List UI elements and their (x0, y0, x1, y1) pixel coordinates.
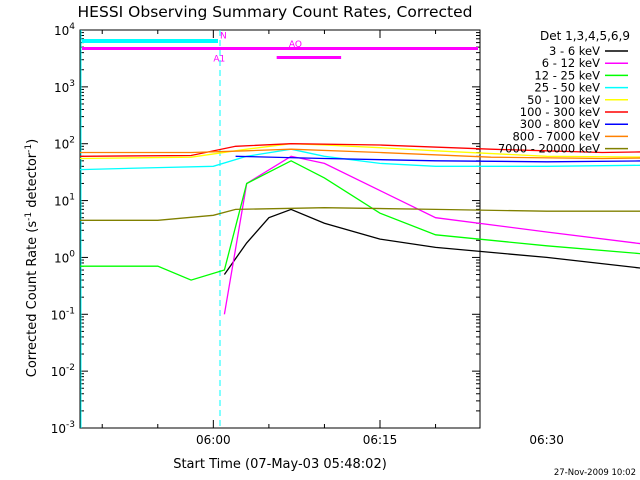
y-tick-label: 10-2 (51, 363, 75, 379)
series-line-4 (79, 148, 640, 171)
legend-title: Det 1,3,4,5,6,9 (540, 29, 630, 43)
legend-entry-label: 25 - 50 keV (534, 81, 600, 95)
plot-frame (79, 29, 481, 429)
legend-entry-label: 50 - 100 keV (527, 93, 600, 107)
series-line-2 (223, 155, 640, 315)
annotation-label: AQ (289, 40, 302, 50)
legend-entry-label: 800 - 7000 keV (512, 129, 600, 143)
series-line-6 (79, 143, 640, 157)
date-stamp: 27-Nov-2009 10:02 (554, 468, 636, 478)
y-tick-label: 101 (54, 193, 75, 209)
x-tick-label: 06:15 (363, 433, 398, 447)
state-bar-magenta-short (276, 56, 342, 59)
y-tick-label: 103 (54, 79, 75, 95)
series-line-1 (223, 208, 640, 275)
chart-title: HESSI Observing Summary Count Rates, Cor… (78, 3, 473, 21)
series-line-8 (80, 148, 640, 160)
x-axis-label: Start Time (07-May-03 05:48:02) (173, 457, 387, 472)
legend-entry-label: 6 - 12 keV (542, 56, 600, 70)
y-tick-label: 100 (54, 249, 75, 265)
legend-entry-label: 100 - 300 keV (520, 105, 600, 119)
plot-area: 104 103 102 101 100 10-1 10-2 10-3 06:00 06:15 06:… (51, 22, 640, 447)
annotation-label: A1 (213, 54, 225, 64)
y-axis-label: Corrected Count Rate (s-1 detector-1) (24, 139, 40, 377)
x-tick-label: 06:00 (196, 433, 231, 447)
legend-entry-label: 3 - 6 keV (549, 44, 600, 58)
legend-entry-label: 300 - 800 keV (520, 117, 600, 131)
series-line-9 (80, 207, 640, 221)
y-tick-label: 104 (54, 22, 75, 38)
y-tick-label: 10-1 (51, 306, 75, 322)
annotation-label: N (220, 32, 227, 42)
series-line-3 (80, 160, 640, 281)
legend-entry-label: 12 - 25 keV (534, 68, 600, 82)
y-tick-label: 102 (54, 136, 75, 152)
x-tick-label: 06:30 (529, 433, 564, 447)
y-tick-label: 10-3 (51, 420, 75, 436)
state-bar-magenta (82, 47, 478, 50)
state-bar-cyan-left (82, 39, 218, 43)
legend-entry-label: 7000 - 20000 keV (498, 142, 600, 156)
series-line-7 (235, 155, 640, 163)
